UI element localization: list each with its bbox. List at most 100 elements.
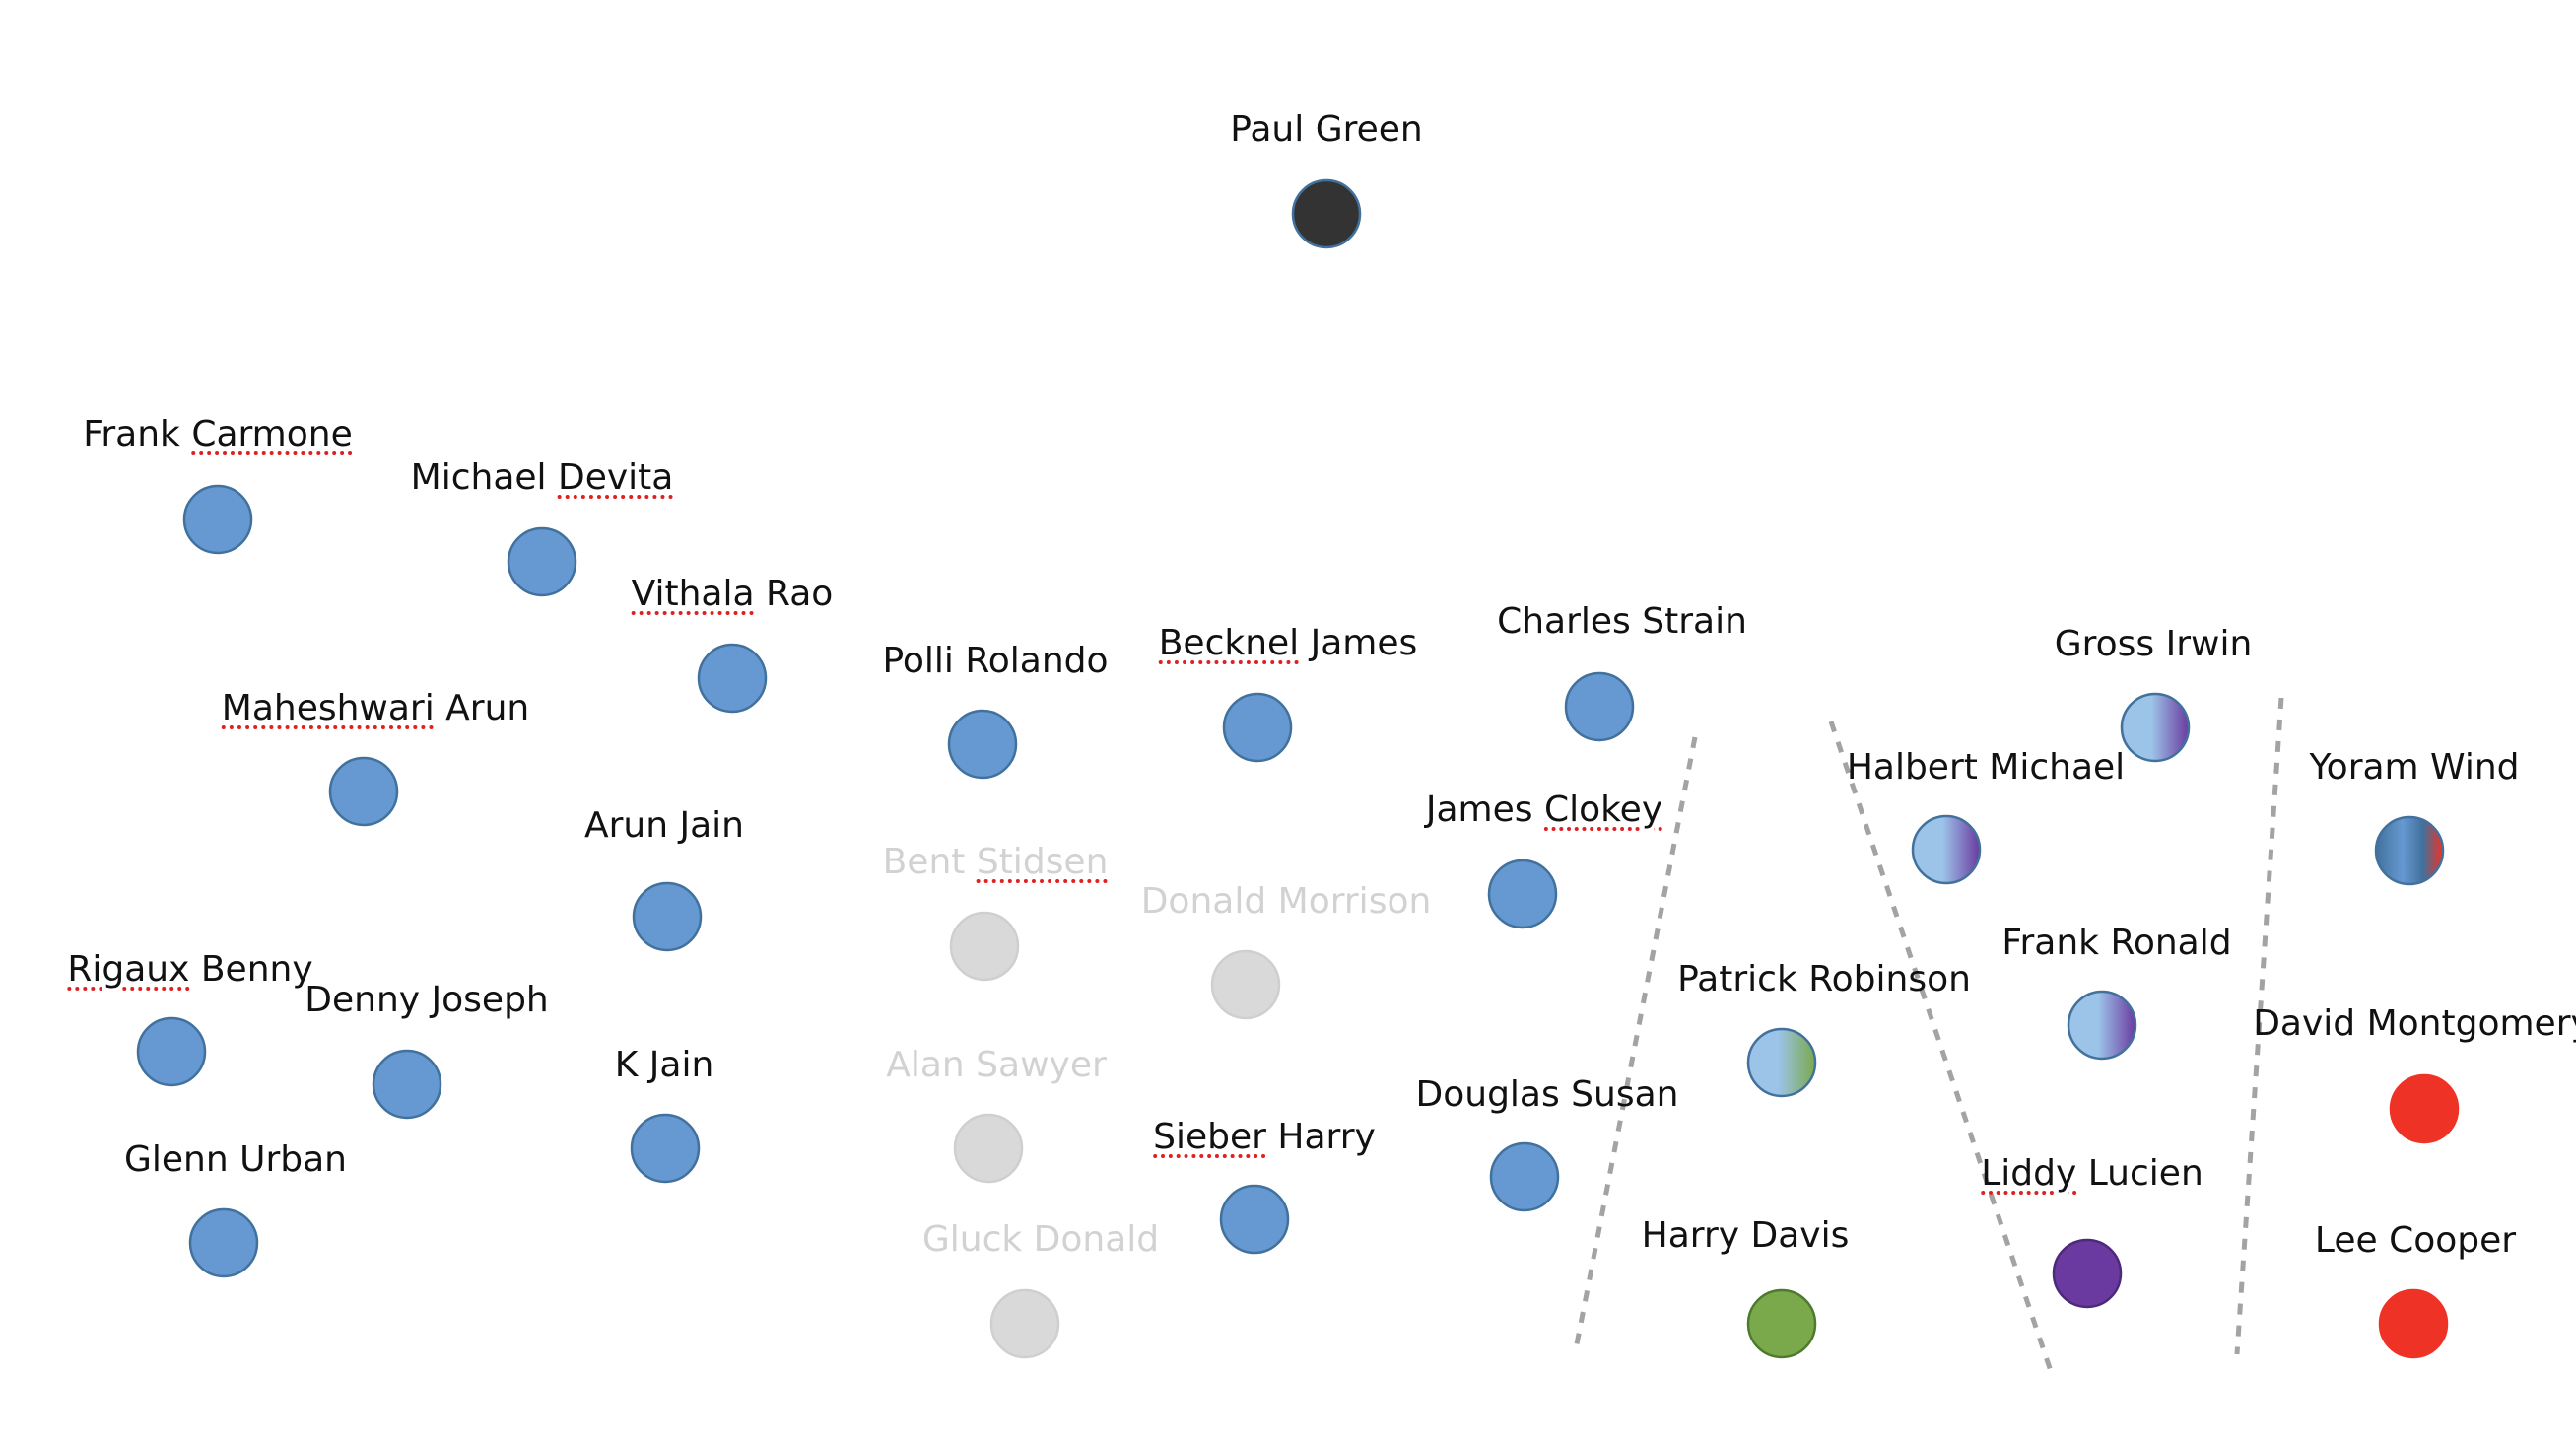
node-label-part: Sieber	[1153, 1117, 1266, 1157]
node-label-part: James	[1425, 790, 1544, 830]
node-circle-james-clokey	[1487, 859, 1558, 929]
node-circle-douglas-susan	[1489, 1141, 1560, 1212]
node-label-k-jain: K Jain	[615, 1044, 714, 1087]
node-label-liddy-lucien: Liddy Lucien	[1981, 1152, 2203, 1196]
node-label-part: Denny Joseph	[305, 980, 549, 1020]
node-label-part: Stidsen	[976, 842, 1109, 882]
node-circle-charles-strain	[1564, 671, 1635, 742]
node-label-part: James	[1299, 623, 1418, 663]
node-label-part: K Jain	[614, 1045, 714, 1085]
node-label-part: Rao	[754, 574, 834, 614]
node-label-sieber-harry: Sieber Harry	[1153, 1116, 1376, 1159]
node-label-part: Alan Sawyer	[886, 1045, 1107, 1085]
node-label-donald-morrison: Donald Morrison	[1141, 880, 1432, 924]
node-label-part: Benny	[189, 949, 313, 990]
node-circle-sieber-harry	[1219, 1184, 1290, 1255]
node-circle-group	[136, 178, 2460, 1359]
node-label-part: Gross Irwin	[2054, 624, 2253, 664]
node-label-halbert-michael: Halbert Michael	[1847, 746, 2125, 790]
node-label-patrick-robinson: Patrick Robinson	[1677, 958, 1971, 1001]
node-label-polli-rolando: Polli Rolando	[882, 640, 1108, 683]
divider-line-right	[2234, 697, 2284, 1355]
node-label-part: Arun Jain	[584, 805, 744, 846]
node-label-part: Paul Green	[1230, 109, 1423, 150]
node-label-glenn-urban: Glenn Urban	[124, 1138, 347, 1182]
node-circle-denny-joseph	[372, 1049, 442, 1120]
node-label-part: Harry	[1265, 1117, 1376, 1157]
node-label-part: Charles Strain	[1497, 601, 1747, 642]
node-label-part: Devita	[557, 457, 674, 498]
node-circle-rigaux-benny	[136, 1016, 207, 1087]
node-label-part: Michael	[410, 457, 558, 498]
node-label-michael-devita: Michael Devita	[411, 456, 674, 500]
divider-line-left	[1572, 736, 1698, 1355]
node-label-gross-irwin: Gross Irwin	[2055, 623, 2253, 666]
node-circle-alan-sawyer	[953, 1113, 1024, 1184]
node-label-part: Polli Rolando	[882, 641, 1109, 681]
node-label-arun-jain: Arun Jain	[584, 804, 744, 848]
node-label-part: Lee Cooper	[2314, 1220, 2517, 1261]
node-label-yoram-wind: Yoram Wind	[2309, 746, 2519, 790]
node-label-becknel-james: Becknel James	[1159, 622, 1418, 665]
node-label-part: Rigaux	[67, 949, 190, 990]
node-label-part: Frank	[83, 414, 192, 454]
node-label-part: Arun	[434, 688, 530, 728]
node-label-denny-joseph: Denny Joseph	[305, 979, 548, 1022]
node-circle-gluck-donald	[989, 1288, 1060, 1359]
node-circle-arun-jain	[632, 881, 703, 952]
node-circle-gross-irwin	[2120, 692, 2191, 763]
divider-line-middle	[1828, 721, 2055, 1375]
node-circle-liddy-lucien	[2052, 1238, 2123, 1309]
node-circle-halbert-michael	[1911, 814, 1982, 885]
node-label-part: Donald Morrison	[1140, 881, 1432, 922]
node-label-bent-stidsen: Bent Stidsen	[883, 841, 1109, 884]
node-label-part: David Montgomery	[2253, 1003, 2576, 1044]
node-circle-david-montgomery	[2389, 1073, 2460, 1144]
node-label-harry-davis: Harry Davis	[1642, 1214, 1850, 1258]
node-label-paul-green: Paul Green	[1230, 108, 1422, 152]
node-label-part: Becknel	[1158, 623, 1300, 663]
node-label-part: Lucien	[2076, 1153, 2203, 1194]
node-label-part: Douglas Susan	[1415, 1074, 1679, 1115]
node-label-alan-sawyer: Alan Sawyer	[886, 1044, 1107, 1087]
node-label-david-montgomery: David Montgomery	[2253, 1002, 2576, 1046]
node-circle-k-jain	[630, 1113, 701, 1184]
node-label-maheshwari-arun: Maheshwari Arun	[222, 687, 529, 730]
node-label-rigaux-benny: Rigaux Benny	[67, 948, 312, 992]
node-label-frank-carmone: Frank Carmone	[83, 413, 353, 456]
node-label-frank-ronald: Frank Ronald	[2001, 922, 2231, 965]
node-circle-lee-cooper	[2378, 1288, 2449, 1359]
node-circle-patrick-robinson	[1746, 1027, 1817, 1098]
node-label-part: Vithala	[631, 574, 755, 614]
node-circle-polli-rolando	[947, 709, 1018, 780]
node-label-part: Glenn Urban	[123, 1139, 348, 1180]
node-label-lee-cooper: Lee Cooper	[2315, 1219, 2516, 1263]
node-circle-paul-green	[1291, 178, 1362, 249]
node-circle-frank-ronald	[2067, 990, 2137, 1061]
node-circle-maheshwari-arun	[328, 756, 399, 827]
node-circle-yoram-wind	[2374, 815, 2445, 886]
node-label-part: Halbert Michael	[1846, 747, 2126, 788]
node-label-douglas-susan: Douglas Susan	[1416, 1073, 1679, 1117]
node-label-part: Maheshwari	[221, 688, 435, 728]
node-label-part: Yoram Wind	[2309, 747, 2520, 788]
node-label-part: Carmone	[191, 414, 353, 454]
node-label-charles-strain: Charles Strain	[1497, 600, 1747, 644]
node-label-gluck-donald: Gluck Donald	[922, 1218, 1159, 1262]
node-circle-harry-davis	[1746, 1288, 1817, 1359]
node-circle-frank-carmone	[182, 484, 253, 555]
node-label-part: Liddy	[1981, 1153, 2077, 1194]
node-circle-donald-morrison	[1210, 949, 1281, 1020]
node-circle-vithala-rao	[697, 643, 768, 714]
node-circle-bent-stidsen	[949, 911, 1020, 982]
node-label-james-clokey: James Clokey	[1426, 789, 1662, 832]
node-label-part: Frank Ronald	[2001, 923, 2232, 963]
node-label-part: Bent	[882, 842, 977, 882]
node-circle-becknel-james	[1222, 692, 1293, 763]
divider-group	[1572, 697, 2284, 1375]
node-circle-michael-devita	[507, 526, 577, 597]
node-label-part: Patrick Robinson	[1677, 959, 1971, 999]
node-label-part: Harry Davis	[1641, 1215, 1850, 1256]
